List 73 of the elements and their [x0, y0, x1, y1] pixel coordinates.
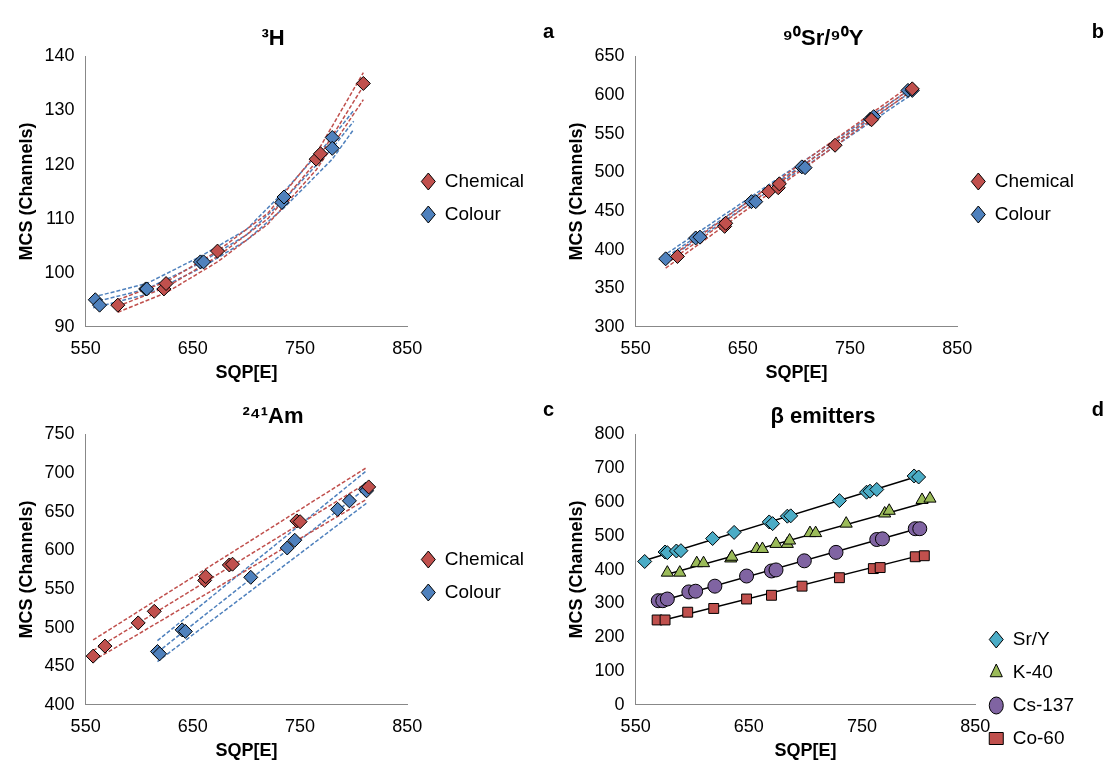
x-tick-label: 750 [847, 715, 878, 736]
y-tick-label: 400 [594, 238, 625, 259]
x-tick-label: 550 [620, 715, 651, 736]
chart-title: ³H [261, 25, 285, 51]
x-axis-title: SQP[E] [774, 740, 837, 761]
text: d [1091, 397, 1104, 420]
chart-title: β emitters [770, 403, 876, 429]
y-tick-label: 110 [45, 207, 75, 228]
y-tick-label: 140 [44, 45, 75, 66]
y-tick-label: 650 [44, 500, 75, 521]
x-tick-label: 550 [620, 337, 651, 358]
text: b [1091, 19, 1104, 42]
x-tick-label: 650 [177, 337, 208, 358]
y-tick-label: 500 [44, 616, 75, 637]
x-tick-label: 650 [733, 715, 764, 736]
y-tick-label: 90 [54, 315, 75, 336]
y-tick-label: 700 [44, 462, 75, 482]
x-axis-title: SQP[E] [215, 740, 278, 761]
y-tick-label: 500 [594, 161, 625, 182]
x-tick-label: 550 [70, 337, 101, 358]
y-tick-label: 700 [594, 457, 625, 478]
x-tick-label: 650 [177, 715, 208, 736]
y-tick-label: 300 [594, 315, 625, 336]
legend-label: Chemical [444, 169, 525, 191]
chart-title: ²⁴¹Am [242, 403, 304, 429]
y-tick-label: 130 [44, 99, 75, 120]
y-tick-label: 0 [614, 693, 625, 714]
text: a [542, 19, 555, 42]
y-tick-label: 300 [594, 592, 625, 613]
y-axis-title: MCS (Channels) [565, 122, 586, 261]
y-tick-label: 800 [594, 423, 625, 444]
y-tick-label: 350 [594, 277, 625, 298]
y-axis-title: MCS (Channels) [565, 500, 586, 639]
y-tick-label: 650 [594, 45, 625, 66]
x-tick-label: 750 [285, 337, 316, 358]
x-tick-label: 750 [285, 715, 316, 736]
y-tick-label: 100 [44, 261, 75, 282]
y-tick-label: 100 [594, 659, 625, 680]
x-tick-label: 850 [942, 337, 973, 358]
x-tick-label: 650 [727, 337, 758, 358]
x-tick-label: 850 [392, 337, 423, 358]
text: c [542, 397, 554, 420]
x-tick-label: 850 [392, 715, 423, 736]
y-tick-label: 450 [44, 655, 75, 676]
y-tick-label: 200 [594, 626, 625, 647]
y-tick-label: 750 [44, 423, 75, 444]
chart-title: ⁹⁰Sr/⁹⁰Y [782, 25, 864, 51]
y-axis-title: MCS (Channels) [15, 500, 36, 639]
y-tick-label: 450 [594, 199, 625, 220]
legend-label: Colour [994, 202, 1052, 224]
x-axis-title: SQP[E] [215, 362, 278, 383]
y-tick-label: 600 [594, 490, 625, 511]
legend-label: Chemical [994, 169, 1075, 191]
x-tick-label: 850 [960, 715, 991, 736]
x-tick-label: 750 [835, 337, 866, 358]
y-tick-label: 500 [594, 524, 625, 545]
y-tick-label: 550 [44, 577, 75, 598]
legend-label: Colour [444, 202, 502, 224]
legend-label: Sr/Y [1012, 627, 1051, 649]
y-tick-label: 120 [44, 153, 75, 174]
y-tick-label: 400 [594, 558, 625, 579]
legend-label: Colour [444, 580, 502, 602]
legend-label: Chemical [444, 547, 525, 569]
legend-label: Co-60 [1012, 726, 1065, 748]
y-tick-label: 600 [44, 539, 75, 560]
legend-label: K-40 [1012, 660, 1053, 682]
y-tick-label: 600 [594, 84, 625, 104]
legend-label: Cs-137 [1012, 693, 1074, 715]
y-tick-label: 550 [594, 122, 625, 143]
x-axis-title: SQP[E] [765, 362, 828, 383]
x-tick-label: 550 [70, 715, 101, 736]
y-axis-title: MCS (Channels) [15, 122, 36, 261]
y-tick-label: 400 [44, 693, 75, 714]
